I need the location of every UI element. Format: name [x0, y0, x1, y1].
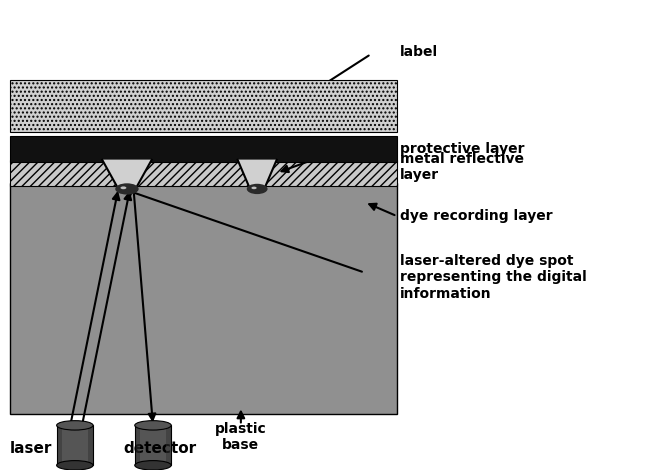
Bar: [135, 425, 171, 465]
Ellipse shape: [120, 187, 126, 189]
Bar: [10, 136, 397, 162]
Bar: [166, 425, 171, 465]
Bar: [57, 425, 93, 465]
Text: plastic
base: plastic base: [215, 422, 267, 452]
Text: laser-altered dye spot
representing the digital
information: laser-altered dye spot representing the …: [400, 254, 587, 300]
Polygon shape: [238, 160, 277, 186]
Ellipse shape: [135, 421, 171, 430]
Text: label: label: [400, 45, 439, 59]
Bar: [135, 425, 140, 465]
Text: metal reflective
layer: metal reflective layer: [400, 152, 524, 182]
Ellipse shape: [57, 421, 93, 430]
Text: dye recording layer: dye recording layer: [400, 209, 553, 223]
Bar: [135, 425, 171, 465]
Bar: [57, 425, 93, 465]
Bar: [10, 80, 397, 132]
Ellipse shape: [57, 461, 93, 470]
Polygon shape: [238, 160, 277, 190]
Bar: [10, 183, 397, 414]
Bar: [57, 425, 62, 465]
Text: laser: laser: [10, 441, 52, 456]
Ellipse shape: [251, 187, 256, 189]
Ellipse shape: [135, 461, 171, 470]
Polygon shape: [102, 160, 152, 190]
Text: protective layer: protective layer: [400, 142, 525, 156]
Ellipse shape: [115, 183, 139, 195]
Bar: [10, 160, 397, 186]
Bar: [10, 160, 397, 186]
Text: detector: detector: [124, 441, 197, 456]
Bar: [88, 425, 93, 465]
Polygon shape: [102, 160, 152, 186]
Ellipse shape: [247, 184, 268, 194]
